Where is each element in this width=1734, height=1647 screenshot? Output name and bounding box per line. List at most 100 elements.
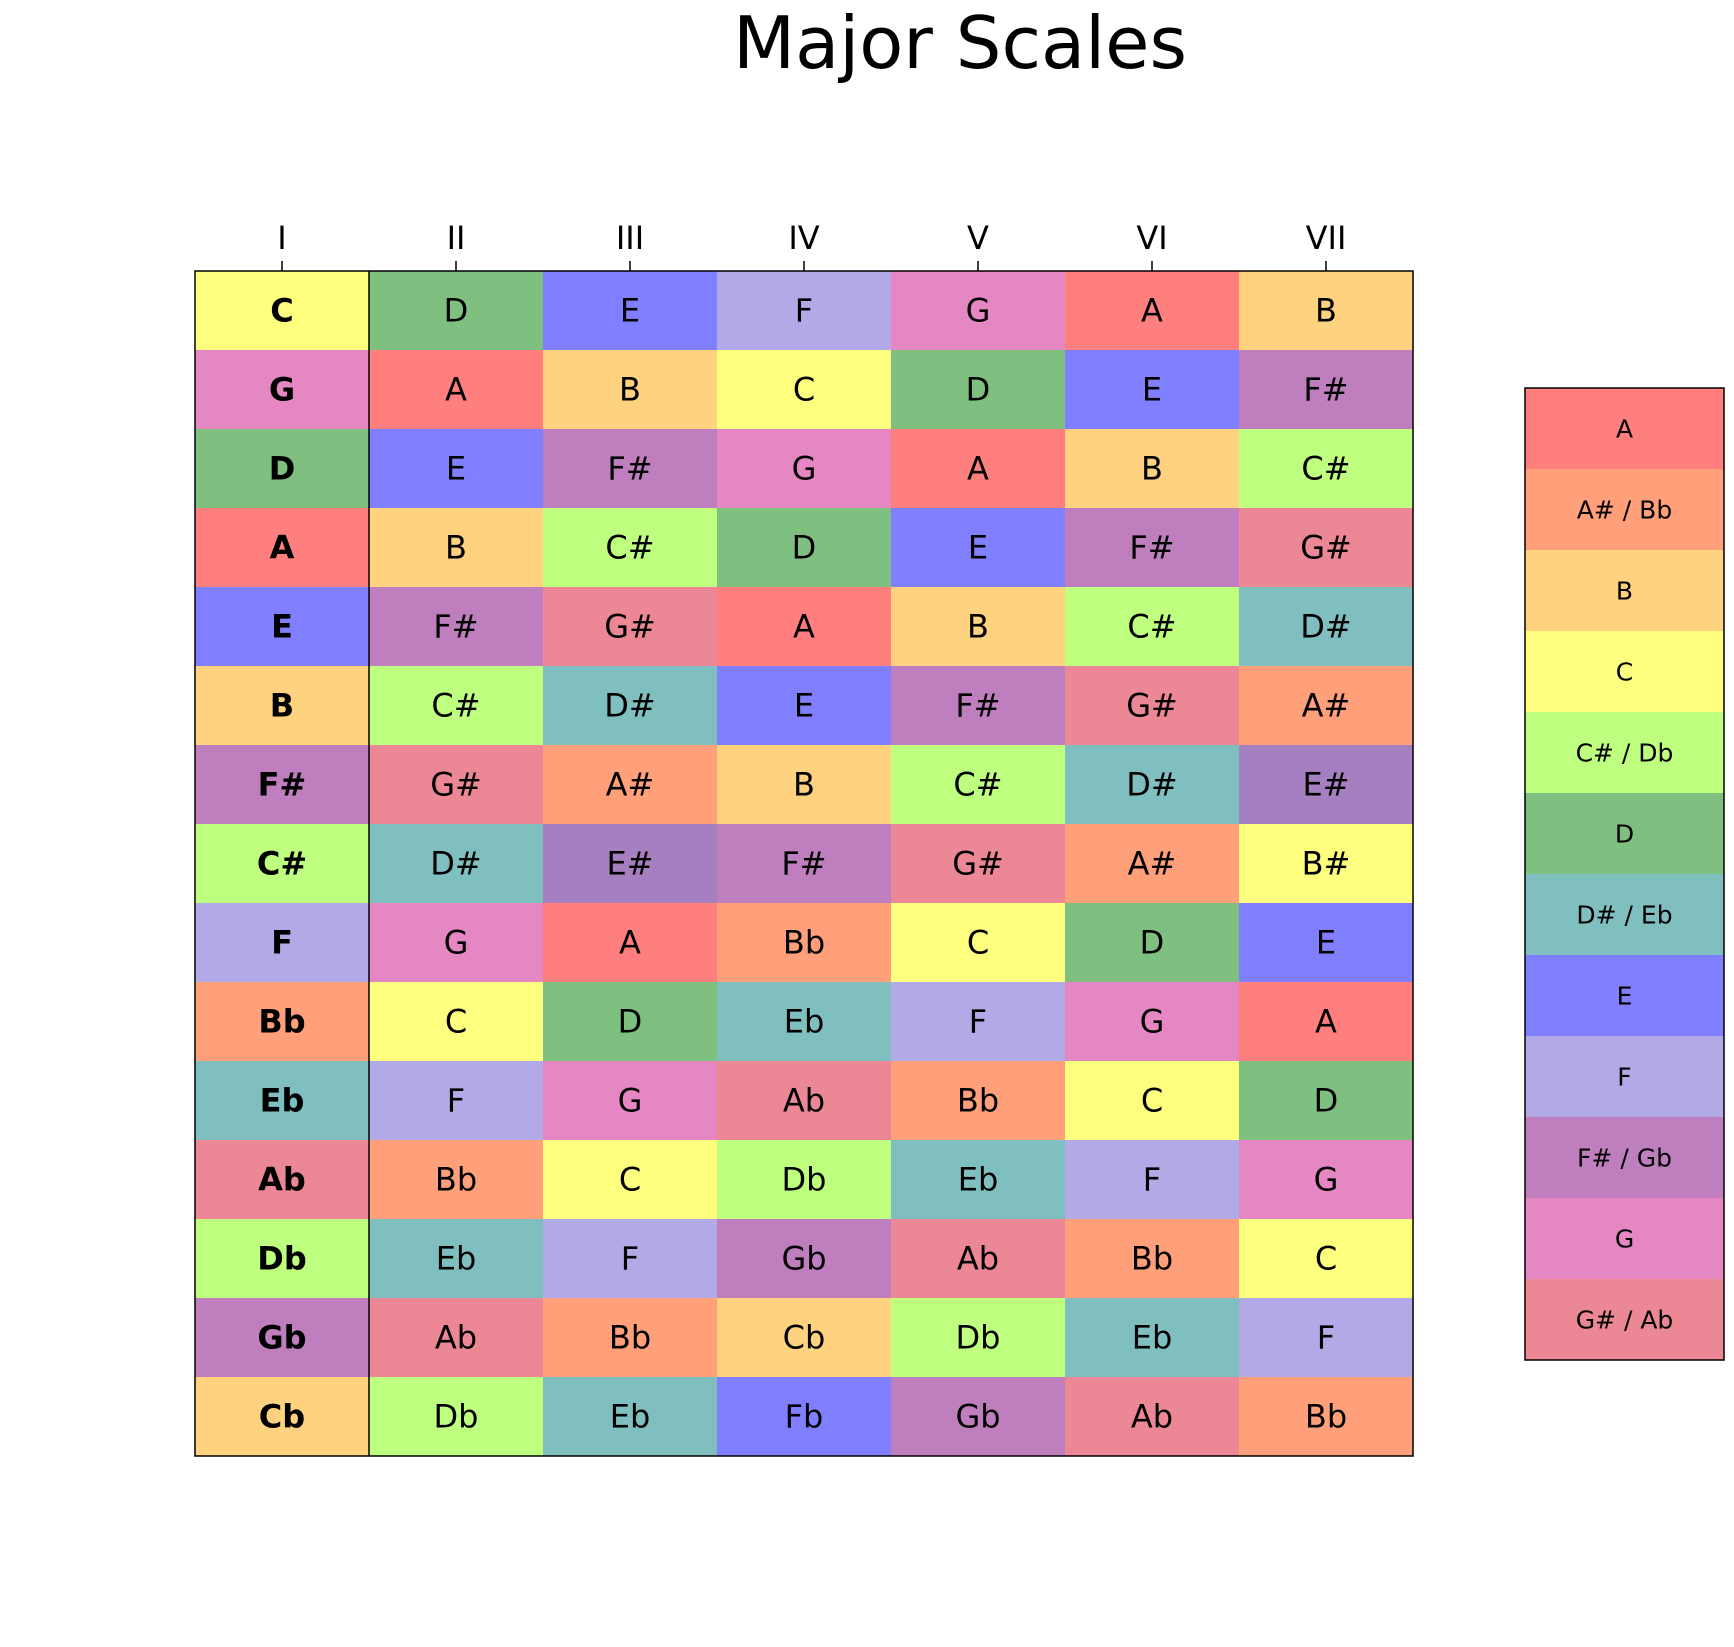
table-row: C# D# E# F# G# A# B# <box>195 824 1414 904</box>
cell-bg <box>717 429 892 509</box>
cell-bg <box>543 429 718 509</box>
scale-note: Bb <box>1305 1398 1347 1436</box>
cell-bg <box>1239 1061 1414 1141</box>
scale-note: F# <box>781 845 826 883</box>
cell-bg <box>195 1061 370 1141</box>
cell-bg <box>543 1298 718 1378</box>
cell-bg <box>1239 271 1414 351</box>
legend-label: E <box>1617 982 1633 1011</box>
scale-note: Eb <box>1132 1319 1173 1357</box>
scale-note: C <box>793 371 815 409</box>
scale-note: Db <box>782 1161 827 1199</box>
scale-note: F# <box>955 687 1000 725</box>
cell-bg <box>717 824 892 904</box>
scale-note: C <box>619 1161 641 1199</box>
cell-bg <box>1065 508 1240 588</box>
scale-note: D# <box>1300 608 1351 646</box>
cell-bg <box>543 903 718 983</box>
scale-note: Db <box>956 1319 1001 1357</box>
cell-bg <box>195 824 370 904</box>
cell-bg <box>1239 982 1414 1062</box>
scale-note: G# <box>604 608 656 646</box>
cell-bg <box>1065 350 1240 430</box>
legend-swatch <box>1525 631 1724 713</box>
cell-bg <box>1065 824 1240 904</box>
cell-bg <box>369 745 544 825</box>
scale-note: G# <box>1126 687 1178 725</box>
scale-note: E# <box>606 845 653 883</box>
scale-note: G <box>444 924 469 962</box>
cell-bg <box>1239 1219 1414 1299</box>
scale-note: B <box>1315 292 1337 330</box>
legend-label: A <box>1616 415 1633 444</box>
scale-table: C D E F G A BG A B C D E F#D E F# G A B C#A B C# D E F# G#E F# G# A… <box>195 271 1414 1457</box>
cell-bg <box>1239 666 1414 746</box>
cell-bg <box>195 982 370 1062</box>
legend-swatch <box>1525 793 1724 875</box>
cell-bg <box>891 903 1066 983</box>
scale-note: Gb <box>955 1398 1000 1436</box>
table-row: Gb Ab Bb Cb Db Eb F <box>195 1298 1414 1378</box>
scale-note: Ab <box>783 1082 825 1120</box>
scale-note: A <box>1141 292 1163 330</box>
scale-note: B <box>1141 450 1163 488</box>
scale-root: Ab <box>258 1161 306 1199</box>
cell-bg <box>891 1377 1066 1457</box>
scale-note: Gb <box>781 1240 826 1278</box>
cell-bg <box>195 666 370 746</box>
scale-note: C <box>1315 1240 1337 1278</box>
cell-bg <box>1065 903 1240 983</box>
legend-swatch <box>1525 712 1724 794</box>
cell-bg <box>543 1140 718 1220</box>
cell-bg <box>891 745 1066 825</box>
table-row: G A B C D E F# <box>195 350 1414 430</box>
scale-note: D# <box>430 845 481 883</box>
scale-note: F# <box>1129 529 1174 567</box>
cell-bg <box>1239 745 1414 825</box>
cell-bg <box>1239 429 1414 509</box>
scale-note: C <box>1141 1082 1163 1120</box>
cell-bg <box>1239 350 1414 430</box>
cell-bg <box>195 429 370 509</box>
scale-note: G <box>618 1082 643 1120</box>
scale-root: F# <box>258 766 307 804</box>
scale-note: A# <box>606 766 655 804</box>
scale-note: E <box>1142 371 1162 409</box>
table-row: Bb C D Eb F G A <box>195 982 1414 1062</box>
scale-note: C# <box>605 529 654 567</box>
column-label-IV: IV <box>788 219 819 257</box>
scale-note: F# <box>1303 371 1348 409</box>
cell-bg <box>369 824 544 904</box>
scale-root: A <box>270 529 295 567</box>
scale-note: C <box>445 1003 467 1041</box>
cell-bg <box>891 666 1066 746</box>
scale-note: F# <box>433 608 478 646</box>
scale-root: Db <box>257 1240 306 1278</box>
cell-bg <box>369 587 544 667</box>
scale-note: C <box>967 924 989 962</box>
scale-note: E# <box>1302 766 1349 804</box>
cell-bg <box>369 508 544 588</box>
cell-bg <box>195 350 370 430</box>
cell-bg <box>891 429 1066 509</box>
table-row: Ab Bb C Db Eb F G <box>195 1140 1414 1220</box>
cell-bg <box>1239 824 1414 904</box>
cell-bg <box>717 982 892 1062</box>
scale-note: E <box>620 292 640 330</box>
scale-note: C# <box>953 766 1002 804</box>
cell-bg <box>717 1377 892 1457</box>
scale-note: F <box>1143 1161 1161 1199</box>
scale-note: Bb <box>783 924 825 962</box>
scale-note: B <box>445 529 467 567</box>
scale-note: Bb <box>957 1082 999 1120</box>
cell-bg <box>195 587 370 667</box>
scale-note: G <box>1140 1003 1165 1041</box>
cell-bg <box>891 824 1066 904</box>
cell-bg <box>1065 982 1240 1062</box>
scale-root: G <box>269 371 295 409</box>
cell-bg <box>1065 1298 1240 1378</box>
column-label-VI: VI <box>1136 219 1167 257</box>
cell-bg <box>369 1219 544 1299</box>
